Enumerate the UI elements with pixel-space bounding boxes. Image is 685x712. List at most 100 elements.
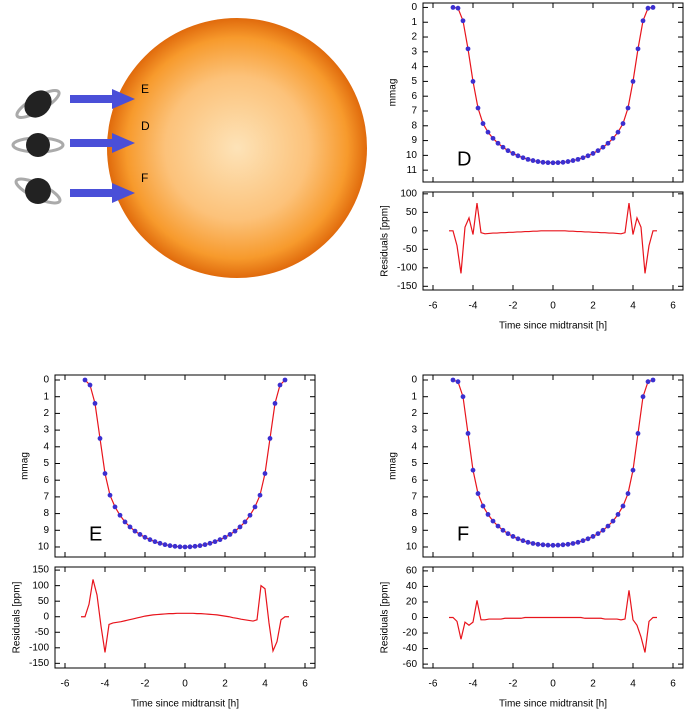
star <box>107 18 367 278</box>
data-point <box>590 151 596 156</box>
data-point <box>510 534 516 539</box>
data-point <box>525 156 531 162</box>
data-point <box>520 538 526 544</box>
y-tick-label: -50 <box>403 244 418 255</box>
data-point <box>620 503 626 509</box>
y-axis-label: mmag <box>388 452 399 480</box>
x-tick-label: 0 <box>550 679 556 690</box>
data-point <box>520 155 526 161</box>
x-tick-label: -6 <box>61 679 70 690</box>
data-point <box>615 129 621 135</box>
data-point <box>152 539 158 545</box>
y-tick-label: 8 <box>43 508 49 519</box>
data-point <box>490 518 496 524</box>
y-tick-label: 3 <box>411 46 417 57</box>
y-tick-label: 8 <box>411 120 417 131</box>
data-point <box>635 46 641 52</box>
data-point <box>560 542 566 548</box>
y-tick-label: 20 <box>406 597 418 608</box>
y-tick-label: -40 <box>403 643 418 654</box>
data-point <box>505 531 511 537</box>
data-point <box>530 541 536 546</box>
data-point <box>112 504 118 510</box>
position-label: D <box>141 119 150 133</box>
data-point <box>605 523 611 529</box>
y-tick-label: 1 <box>43 391 49 402</box>
y-tick-label: 100 <box>400 188 417 199</box>
data-point <box>620 121 626 126</box>
panel-label: F <box>457 523 469 545</box>
data-point <box>475 491 481 496</box>
panel-label: E <box>89 523 102 545</box>
data-point <box>182 544 188 550</box>
y-tick-label: 2 <box>411 32 417 43</box>
y-tick-label: 0 <box>411 612 417 623</box>
data-point <box>560 159 566 165</box>
data-point <box>475 105 481 111</box>
data-point <box>132 528 138 534</box>
data-point <box>202 542 208 548</box>
planet-d <box>11 133 65 157</box>
data-point <box>480 503 486 509</box>
series-line <box>452 379 654 546</box>
data-point <box>575 156 581 162</box>
data-point <box>207 540 213 546</box>
data-point <box>615 512 621 517</box>
data-point <box>580 538 586 544</box>
y-tick-label: 100 <box>32 580 49 591</box>
y-tick-label: 4 <box>411 61 417 72</box>
data-point <box>252 504 258 510</box>
data-point <box>630 467 636 473</box>
y-tick-label: 3 <box>43 425 49 436</box>
y-tick-label: 3 <box>411 425 417 436</box>
x-tick-label: -6 <box>429 679 438 690</box>
series-line <box>449 590 657 653</box>
data-point <box>515 536 521 542</box>
x-tick-label: 2 <box>590 301 596 312</box>
planet-f <box>14 177 62 205</box>
y-tick-label: 50 <box>38 596 50 607</box>
y-tick-label: -150 <box>397 281 417 292</box>
x-axis-label: Time since midtransit [h] <box>499 699 607 710</box>
data-point <box>157 540 163 546</box>
data-point <box>495 140 501 146</box>
data-point <box>585 536 591 542</box>
data-point <box>222 534 228 540</box>
data-point <box>107 492 113 498</box>
data-point <box>117 512 123 518</box>
y-tick-label: 7 <box>411 492 417 503</box>
y-tick-label: 1 <box>411 17 417 28</box>
data-point <box>545 160 551 166</box>
y-tick-label: 5 <box>411 458 417 469</box>
y-axis-label: mmag <box>20 452 31 480</box>
x-tick-label: 6 <box>670 679 676 690</box>
data-point <box>525 539 531 545</box>
data-point <box>585 153 591 159</box>
y-tick-label: 5 <box>43 458 49 469</box>
data-point <box>595 148 601 154</box>
x-tick-label: 0 <box>182 679 188 690</box>
x-axis-label: Time since midtransit [h] <box>131 699 239 710</box>
y-tick-label: 10 <box>38 542 50 553</box>
x-tick-label: -6 <box>429 301 438 312</box>
x-tick-label: -2 <box>509 301 518 312</box>
data-point <box>485 512 491 517</box>
data-point <box>102 471 108 476</box>
data-point <box>575 539 581 545</box>
y-tick-label: 0 <box>43 611 49 622</box>
data-point <box>540 542 546 548</box>
data-point <box>282 377 288 383</box>
series-line <box>449 203 657 274</box>
data-point <box>92 400 98 406</box>
data-point <box>610 518 616 524</box>
arrow <box>70 89 135 109</box>
x-tick-label: -4 <box>101 679 110 690</box>
series-line <box>452 6 654 164</box>
data-point <box>122 519 128 525</box>
data-point <box>600 144 606 150</box>
arrow <box>70 183 135 203</box>
y-tick-label: -100 <box>29 642 49 653</box>
data-point <box>465 46 471 52</box>
data-point <box>570 541 576 546</box>
y-axis-label: mmag <box>388 79 399 107</box>
